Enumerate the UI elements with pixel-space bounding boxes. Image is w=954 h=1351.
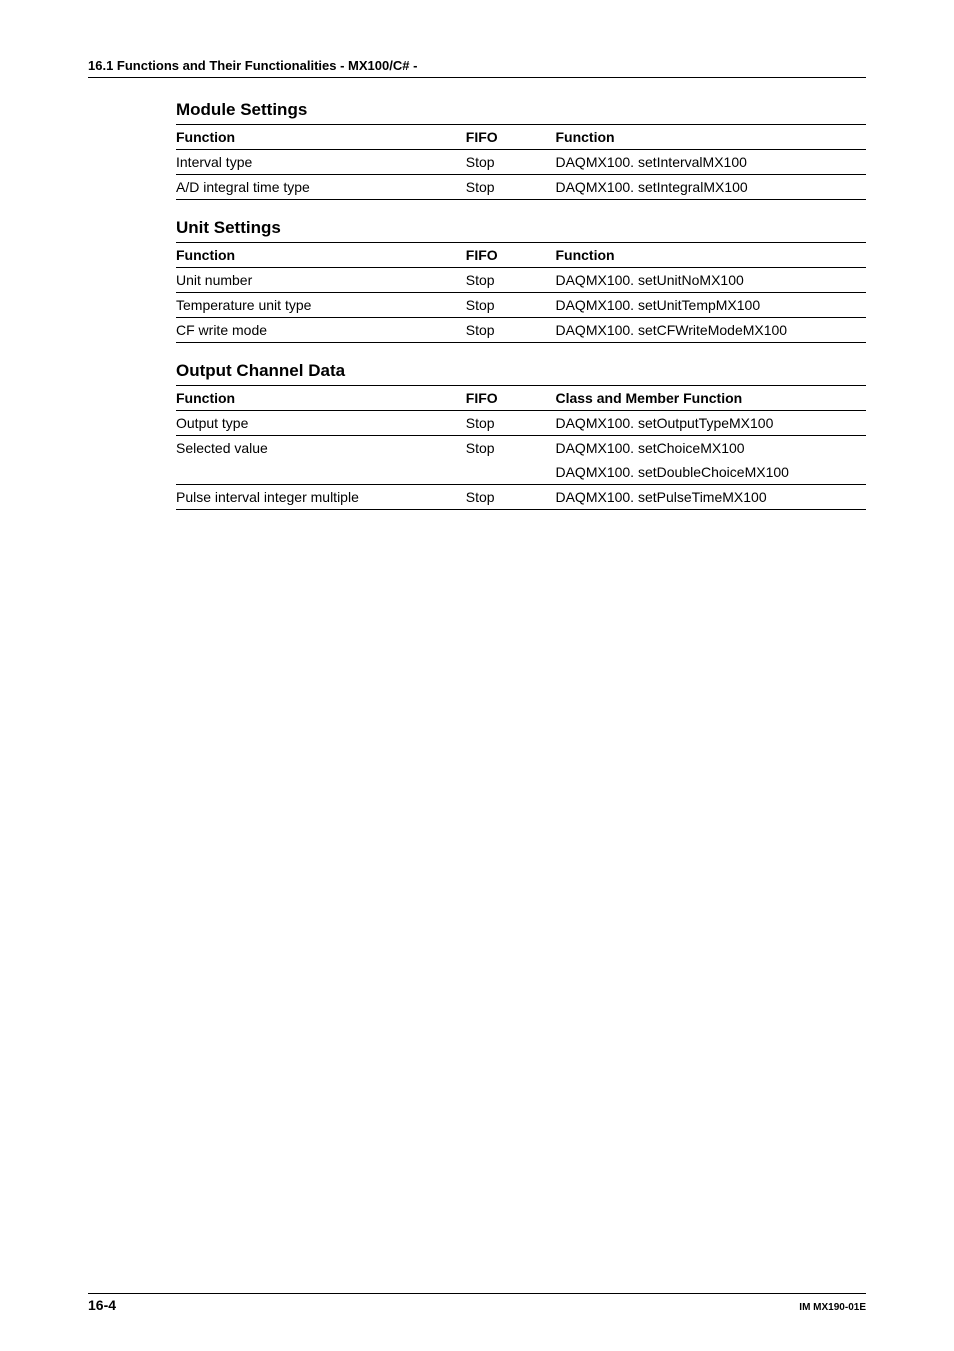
col-header: Function bbox=[555, 243, 866, 268]
table-header-row: Function FIFO Class and Member Function bbox=[176, 386, 866, 411]
section-title: Output Channel Data bbox=[176, 361, 866, 381]
section-output-channel-data: Output Channel Data Function FIFO Class … bbox=[176, 361, 866, 510]
table-row: Unit number Stop DAQMX100. setUnitNoMX10… bbox=[176, 268, 866, 293]
section-unit-settings: Unit Settings Function FIFO Function Uni… bbox=[176, 218, 866, 343]
table-row: Pulse interval integer multiple Stop DAQ… bbox=[176, 485, 866, 510]
cell: DAQMX100. setIntegralMX100 bbox=[555, 175, 866, 200]
cell: Stop bbox=[466, 436, 556, 461]
cell: Stop bbox=[466, 293, 556, 318]
col-header: Class and Member Function bbox=[555, 386, 866, 411]
col-header: Function bbox=[176, 243, 466, 268]
cell: Stop bbox=[466, 318, 556, 343]
table-row: Selected value Stop DAQMX100. setChoiceM… bbox=[176, 436, 866, 461]
table-row: Temperature unit type Stop DAQMX100. set… bbox=[176, 293, 866, 318]
cell: Interval type bbox=[176, 150, 466, 175]
cell: A/D integral time type bbox=[176, 175, 466, 200]
cell: DAQMX100. setUnitTempMX100 bbox=[555, 293, 866, 318]
output-channel-data-table: Function FIFO Class and Member Function … bbox=[176, 385, 866, 510]
table-header-row: Function FIFO Function bbox=[176, 125, 866, 150]
cell: Stop bbox=[466, 175, 556, 200]
cell: DAQMX100. setChoiceMX100 bbox=[555, 436, 866, 461]
table-row: CF write mode Stop DAQMX100. setCFWriteM… bbox=[176, 318, 866, 343]
page-footer: 16-4 IM MX190-01E bbox=[88, 1293, 866, 1313]
section-title: Module Settings bbox=[176, 100, 866, 120]
col-header: Function bbox=[555, 125, 866, 150]
table-header-row: Function FIFO Function bbox=[176, 243, 866, 268]
table-row: DAQMX100. setDoubleChoiceMX100 bbox=[176, 460, 866, 485]
cell: CF write mode bbox=[176, 318, 466, 343]
running-header: 16.1 Functions and Their Functionalities… bbox=[88, 58, 866, 78]
cell: DAQMX100. setDoubleChoiceMX100 bbox=[555, 460, 866, 485]
cell: DAQMX100. setIntervalMX100 bbox=[555, 150, 866, 175]
cell: DAQMX100. setCFWriteModeMX100 bbox=[555, 318, 866, 343]
col-header: FIFO bbox=[466, 125, 556, 150]
cell: Output type bbox=[176, 411, 466, 436]
cell: Stop bbox=[466, 485, 556, 510]
table-row: Output type Stop DAQMX100. setOutputType… bbox=[176, 411, 866, 436]
cell: Stop bbox=[466, 411, 556, 436]
table-row: A/D integral time type Stop DAQMX100. se… bbox=[176, 175, 866, 200]
col-header: FIFO bbox=[466, 386, 556, 411]
page-number: 16-4 bbox=[88, 1297, 116, 1313]
col-header: Function bbox=[176, 125, 466, 150]
table-row: Interval type Stop DAQMX100. setInterval… bbox=[176, 150, 866, 175]
section-title: Unit Settings bbox=[176, 218, 866, 238]
cell: Selected value bbox=[176, 436, 466, 461]
document-id: IM MX190-01E bbox=[799, 1302, 866, 1313]
cell: Unit number bbox=[176, 268, 466, 293]
cell: DAQMX100. setOutputTypeMX100 bbox=[555, 411, 866, 436]
col-header: Function bbox=[176, 386, 466, 411]
section-module-settings: Module Settings Function FIFO Function I… bbox=[176, 100, 866, 200]
module-settings-table: Function FIFO Function Interval type Sto… bbox=[176, 124, 866, 200]
cell bbox=[466, 460, 556, 485]
unit-settings-table: Function FIFO Function Unit number Stop … bbox=[176, 242, 866, 343]
cell: DAQMX100. setUnitNoMX100 bbox=[555, 268, 866, 293]
cell: Pulse interval integer multiple bbox=[176, 485, 466, 510]
cell: DAQMX100. setPulseTimeMX100 bbox=[555, 485, 866, 510]
cell: Temperature unit type bbox=[176, 293, 466, 318]
cell: Stop bbox=[466, 268, 556, 293]
cell: Stop bbox=[466, 150, 556, 175]
content-area: Module Settings Function FIFO Function I… bbox=[176, 100, 866, 510]
col-header: FIFO bbox=[466, 243, 556, 268]
cell bbox=[176, 460, 466, 485]
